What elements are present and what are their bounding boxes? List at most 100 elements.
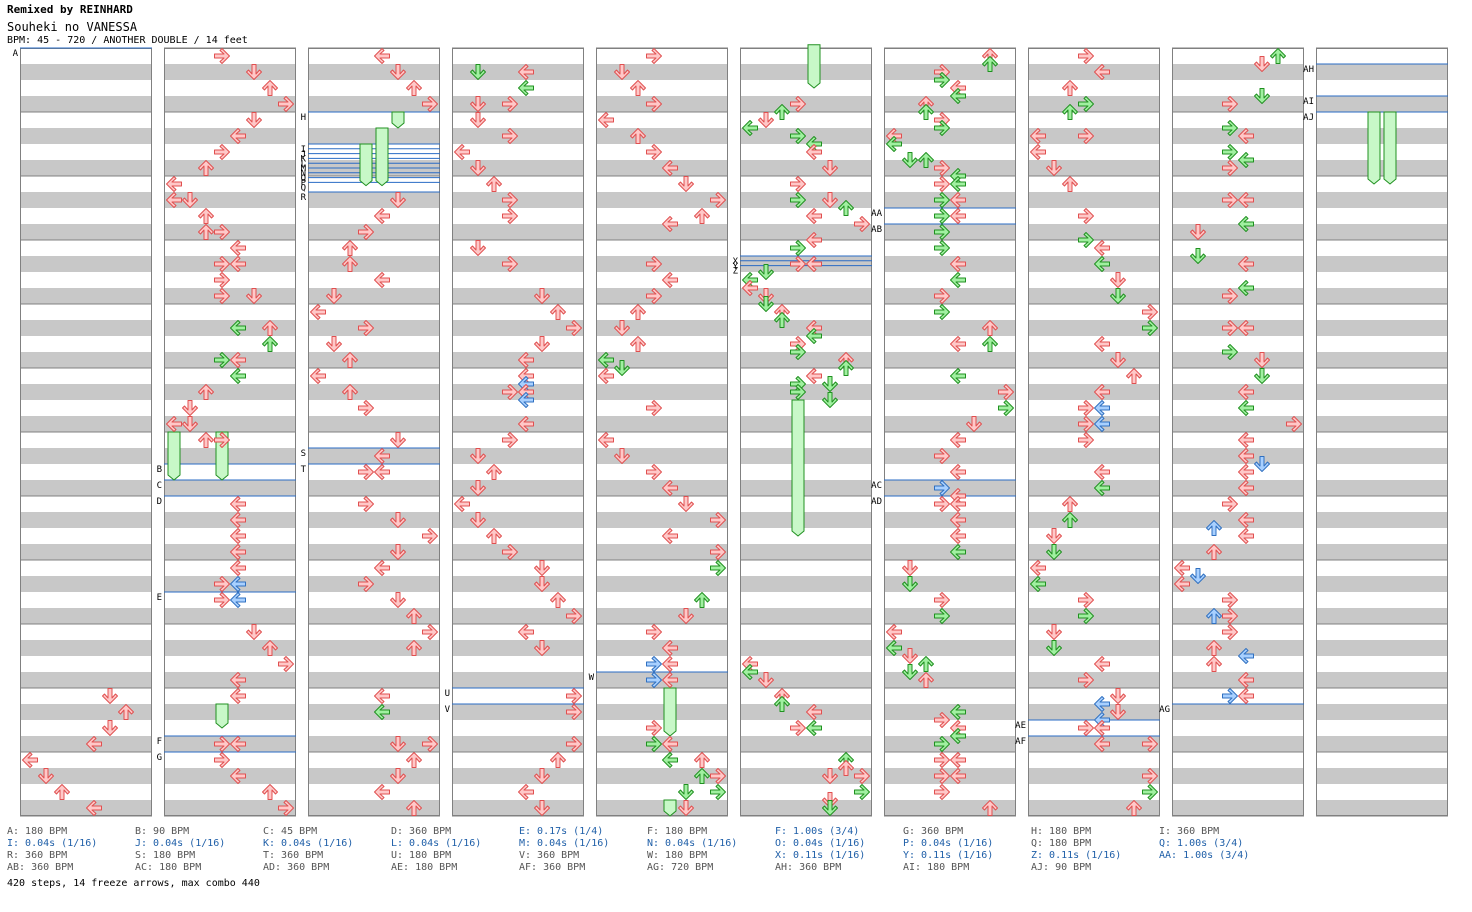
right-arrow-icon xyxy=(1222,592,1238,608)
down-arrow-icon xyxy=(822,800,838,816)
down-arrow-icon xyxy=(470,112,486,128)
beat-row xyxy=(596,608,728,624)
legend-entry: T: 360 BPM xyxy=(263,850,324,861)
beat-row xyxy=(740,640,872,656)
beat-row xyxy=(452,672,584,688)
beat-row xyxy=(308,304,440,320)
beat-row xyxy=(164,448,296,464)
left-arrow-icon xyxy=(1238,128,1254,144)
beat-row xyxy=(164,176,296,192)
right-arrow-icon xyxy=(934,480,950,496)
up-arrow-icon xyxy=(694,592,710,608)
right-arrow-icon xyxy=(502,432,518,448)
right-arrow-icon xyxy=(790,384,806,400)
beat-row xyxy=(452,464,584,480)
beat-row xyxy=(452,272,584,288)
beat-row xyxy=(596,176,728,192)
down-arrow-icon xyxy=(102,688,118,704)
up-arrow-icon xyxy=(918,672,934,688)
left-arrow-icon xyxy=(1094,464,1110,480)
right-arrow-icon xyxy=(1078,208,1094,224)
up-arrow-icon xyxy=(406,752,422,768)
up-arrow-icon xyxy=(198,432,214,448)
left-arrow-icon xyxy=(374,560,390,576)
beat-row xyxy=(596,112,728,128)
up-arrow-icon xyxy=(342,256,358,272)
beat-row xyxy=(1316,544,1448,560)
down-arrow-icon xyxy=(246,624,262,640)
right-arrow-icon xyxy=(790,192,806,208)
right-arrow-icon xyxy=(566,608,582,624)
right-arrow-icon xyxy=(214,272,230,288)
down-arrow-icon xyxy=(678,176,694,192)
beat-row xyxy=(1028,176,1160,192)
beat-row xyxy=(1316,304,1448,320)
left-arrow-icon xyxy=(230,368,246,384)
right-arrow-icon xyxy=(214,592,230,608)
right-arrow-icon xyxy=(1222,288,1238,304)
beat-row xyxy=(20,128,152,144)
right-arrow-icon xyxy=(790,96,806,112)
chart-column: XYZ xyxy=(733,44,872,817)
legend-entry: F: 180 BPM xyxy=(647,826,708,837)
down-arrow-icon xyxy=(678,800,694,816)
beat-row xyxy=(20,240,152,256)
up-arrow-icon xyxy=(1270,48,1286,64)
beat-row xyxy=(596,64,728,80)
beat-row xyxy=(308,192,440,208)
left-arrow-icon xyxy=(886,640,902,656)
freeze-arrow xyxy=(375,127,389,187)
up-arrow-icon xyxy=(406,608,422,624)
down-arrow-icon xyxy=(534,336,550,352)
right-arrow-icon xyxy=(566,736,582,752)
right-arrow-icon xyxy=(1142,784,1158,800)
right-arrow-icon xyxy=(1222,96,1238,112)
right-arrow-icon xyxy=(1142,320,1158,336)
legend-entry: X: 0.11s (1/16) xyxy=(775,850,866,861)
legend-entry: AE: 180 BPM xyxy=(391,862,458,873)
beat-row xyxy=(1316,656,1448,672)
beat-row xyxy=(308,512,440,528)
beat-row xyxy=(1316,336,1448,352)
beat-row xyxy=(1316,352,1448,368)
legend-entry: N: 0.04s (1/16) xyxy=(647,838,738,849)
beat-row xyxy=(164,96,296,112)
bpm-marker-label: K xyxy=(301,155,307,165)
left-arrow-icon xyxy=(742,664,758,680)
right-arrow-icon xyxy=(502,544,518,560)
down-arrow-icon xyxy=(822,376,838,392)
beat-row xyxy=(740,656,872,672)
left-arrow-icon xyxy=(1094,736,1110,752)
beat-row xyxy=(884,688,1016,704)
left-arrow-icon xyxy=(166,416,182,432)
freeze-arrow xyxy=(1367,111,1381,185)
beat-row xyxy=(452,480,584,496)
beat-row xyxy=(1172,368,1304,384)
left-arrow-icon xyxy=(1238,448,1254,464)
left-arrow-icon xyxy=(374,48,390,64)
up-arrow-icon xyxy=(406,640,422,656)
down-arrow-icon xyxy=(102,720,118,736)
bpm-marker-label: M xyxy=(301,164,307,174)
legend-entry: AC: 180 BPM xyxy=(135,862,202,873)
up-arrow-icon xyxy=(550,752,566,768)
freeze-arrow xyxy=(663,799,677,817)
left-arrow-icon xyxy=(518,80,534,96)
beat-row xyxy=(20,192,152,208)
beat-row xyxy=(596,800,728,816)
beat-row xyxy=(308,416,440,432)
column-border xyxy=(1028,48,1160,816)
left-arrow-icon xyxy=(374,688,390,704)
beat-row xyxy=(1028,544,1160,560)
freeze-arrow xyxy=(215,703,229,729)
left-arrow-icon xyxy=(598,112,614,128)
left-arrow-icon xyxy=(806,328,822,344)
bpm-marker-label: L xyxy=(301,159,306,169)
up-arrow-icon xyxy=(262,336,278,352)
right-arrow-icon xyxy=(934,192,950,208)
bpm-marker-label: AH xyxy=(1303,65,1314,75)
up-arrow-icon xyxy=(694,768,710,784)
beat-row xyxy=(1316,128,1448,144)
beat-row xyxy=(740,608,872,624)
beat-row xyxy=(308,240,440,256)
